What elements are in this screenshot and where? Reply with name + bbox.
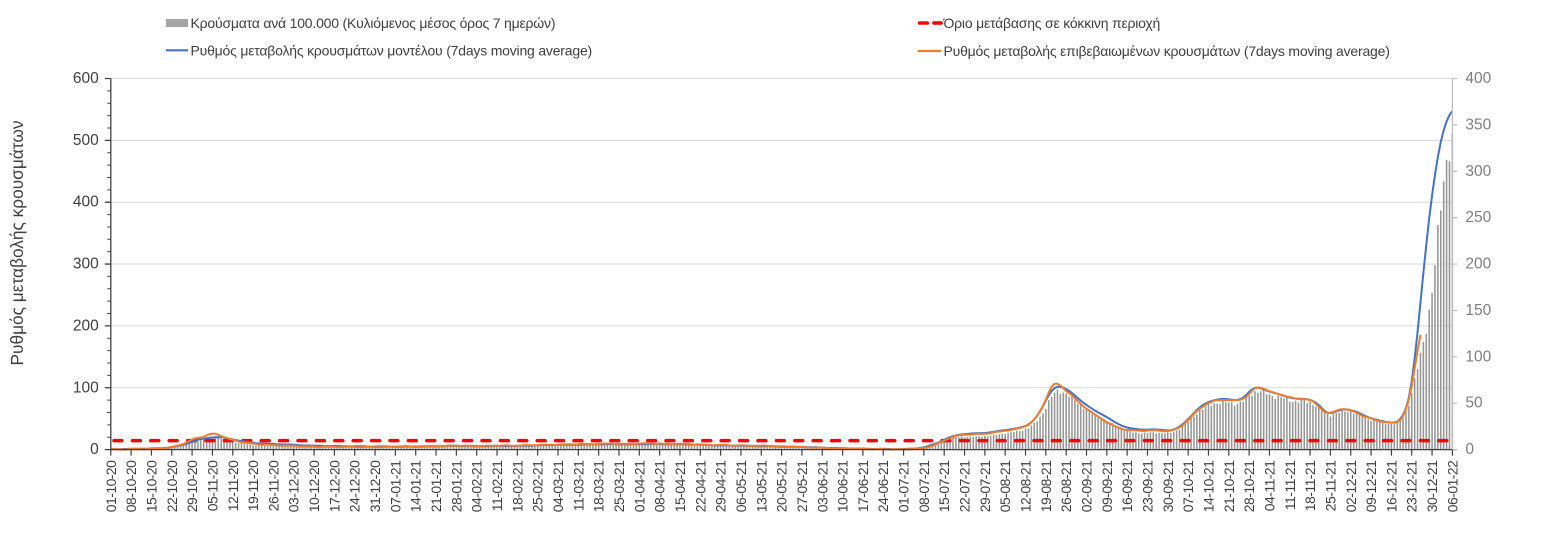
svg-text:26-08-21: 26-08-21	[1058, 460, 1074, 512]
svg-text:14-01-21: 14-01-21	[408, 460, 424, 512]
svg-text:25-02-21: 25-02-21	[530, 460, 546, 512]
svg-text:12-11-20: 12-11-20	[225, 460, 241, 511]
svg-text:11-02-21: 11-02-21	[489, 460, 505, 511]
svg-text:17-12-20: 17-12-20	[326, 460, 342, 512]
svg-text:14-10-21: 14-10-21	[1201, 460, 1217, 512]
svg-text:03-12-20: 03-12-20	[286, 460, 302, 512]
svg-text:22-07-21: 22-07-21	[957, 460, 973, 512]
svg-text:22-10-20: 22-10-20	[164, 460, 180, 512]
svg-text:24-12-20: 24-12-20	[347, 460, 363, 512]
svg-text:10-12-20: 10-12-20	[306, 460, 322, 512]
svg-text:01-07-21: 01-07-21	[896, 460, 912, 512]
svg-text:16-12-21: 16-12-21	[1383, 460, 1399, 512]
svg-text:400: 400	[73, 194, 99, 211]
svg-text:26-11-20: 26-11-20	[265, 460, 281, 511]
svg-text:0: 0	[1465, 441, 1474, 458]
svg-text:28-01-21: 28-01-21	[448, 460, 464, 512]
svg-text:Κρούσματα ανά 100.000 (Κυλιόμε: Κρούσματα ανά 100.000 (Κυλιόμενος μέσος …	[191, 15, 556, 31]
svg-text:06-01-22: 06-01-22	[1444, 460, 1460, 512]
svg-text:06-05-21: 06-05-21	[733, 460, 749, 512]
svg-text:07-10-21: 07-10-21	[1180, 460, 1196, 512]
svg-text:Ρυθμός μεταβολής επιβεβαιωμένω: Ρυθμός μεταβολής επιβεβαιωμένων κρουσμάτ…	[944, 43, 1390, 59]
svg-text:05-11-20: 05-11-20	[204, 460, 220, 511]
svg-text:04-03-21: 04-03-21	[550, 460, 566, 512]
svg-text:16-09-21: 16-09-21	[1119, 460, 1135, 512]
svg-text:Ρυθμός μεταβολής κρουσμάτων μο: Ρυθμός μεταβολής κρουσμάτων μοντέλου (7d…	[191, 43, 593, 59]
svg-text:31-12-20: 31-12-20	[367, 460, 383, 512]
svg-text:13-05-21: 13-05-21	[753, 460, 769, 512]
svg-text:09-09-21: 09-09-21	[1099, 460, 1115, 512]
svg-text:350: 350	[1465, 116, 1491, 133]
svg-text:29-10-20: 29-10-20	[184, 460, 200, 512]
svg-text:02-12-21: 02-12-21	[1343, 460, 1359, 512]
svg-text:200: 200	[1465, 256, 1491, 273]
svg-text:18-03-21: 18-03-21	[591, 460, 607, 512]
svg-text:11-03-21: 11-03-21	[570, 460, 586, 511]
svg-text:150: 150	[1465, 302, 1491, 319]
svg-text:04-02-21: 04-02-21	[469, 460, 485, 512]
svg-text:10-06-21: 10-06-21	[835, 460, 851, 512]
svg-text:01-10-20: 01-10-20	[103, 460, 119, 512]
svg-text:300: 300	[73, 256, 99, 273]
svg-text:03-06-21: 03-06-21	[814, 460, 830, 512]
svg-text:15-07-21: 15-07-21	[936, 460, 952, 512]
svg-text:24-06-21: 24-06-21	[875, 460, 891, 512]
svg-text:200: 200	[73, 317, 99, 334]
svg-text:500: 500	[73, 132, 99, 149]
svg-text:25-11-21: 25-11-21	[1322, 460, 1338, 511]
svg-text:250: 250	[1465, 209, 1491, 226]
svg-text:Όριο μετάβασης σε κόκκινη περι: Όριο μετάβασης σε κόκκινη περιοχή	[943, 15, 1161, 31]
svg-text:20-05-21: 20-05-21	[774, 460, 790, 512]
svg-text:30-09-21: 30-09-21	[1160, 460, 1176, 512]
svg-text:29-07-21: 29-07-21	[977, 460, 993, 512]
svg-text:Ρυθμός μεταβολής κρουσμάτων: Ρυθμός μεταβολής κρουσμάτων	[7, 121, 27, 366]
svg-text:15-04-21: 15-04-21	[672, 460, 688, 512]
svg-text:22-04-21: 22-04-21	[692, 460, 708, 512]
svg-text:27-05-21: 27-05-21	[794, 460, 810, 512]
svg-text:04-11-21: 04-11-21	[1262, 460, 1278, 511]
svg-text:08-07-21: 08-07-21	[916, 460, 932, 512]
svg-text:18-02-21: 18-02-21	[509, 460, 525, 512]
svg-text:05-08-21: 05-08-21	[997, 460, 1013, 512]
svg-text:08-04-21: 08-04-21	[652, 460, 668, 512]
svg-text:100: 100	[1465, 348, 1491, 365]
svg-text:17-06-21: 17-06-21	[855, 460, 871, 512]
svg-text:400: 400	[1465, 70, 1491, 87]
svg-text:21-01-21: 21-01-21	[428, 460, 444, 512]
svg-text:600: 600	[73, 70, 99, 87]
svg-text:100: 100	[73, 379, 99, 396]
svg-text:30-12-21: 30-12-21	[1424, 460, 1440, 512]
svg-text:29-04-21: 29-04-21	[713, 460, 729, 512]
svg-text:18-11-21: 18-11-21	[1302, 460, 1318, 511]
svg-text:0: 0	[90, 441, 99, 458]
svg-text:12-08-21: 12-08-21	[1018, 460, 1034, 512]
svg-text:02-09-21: 02-09-21	[1079, 460, 1095, 512]
svg-text:21-10-21: 21-10-21	[1221, 460, 1237, 512]
svg-text:09-12-21: 09-12-21	[1363, 460, 1379, 512]
svg-text:300: 300	[1465, 163, 1491, 180]
svg-text:19-11-20: 19-11-20	[245, 460, 261, 511]
svg-text:23-12-21: 23-12-21	[1404, 460, 1420, 512]
svg-text:50: 50	[1465, 395, 1483, 412]
svg-text:28-10-21: 28-10-21	[1241, 460, 1257, 512]
svg-text:23-09-21: 23-09-21	[1140, 460, 1156, 512]
svg-text:08-10-20: 08-10-20	[123, 460, 139, 512]
svg-text:19-08-21: 19-08-21	[1038, 460, 1054, 512]
svg-text:01-04-21: 01-04-21	[631, 460, 647, 512]
svg-text:11-11-21: 11-11-21	[1282, 460, 1298, 510]
svg-text:07-01-21: 07-01-21	[387, 460, 403, 512]
svg-text:25-03-21: 25-03-21	[611, 460, 627, 512]
svg-text:15-10-20: 15-10-20	[144, 460, 160, 512]
